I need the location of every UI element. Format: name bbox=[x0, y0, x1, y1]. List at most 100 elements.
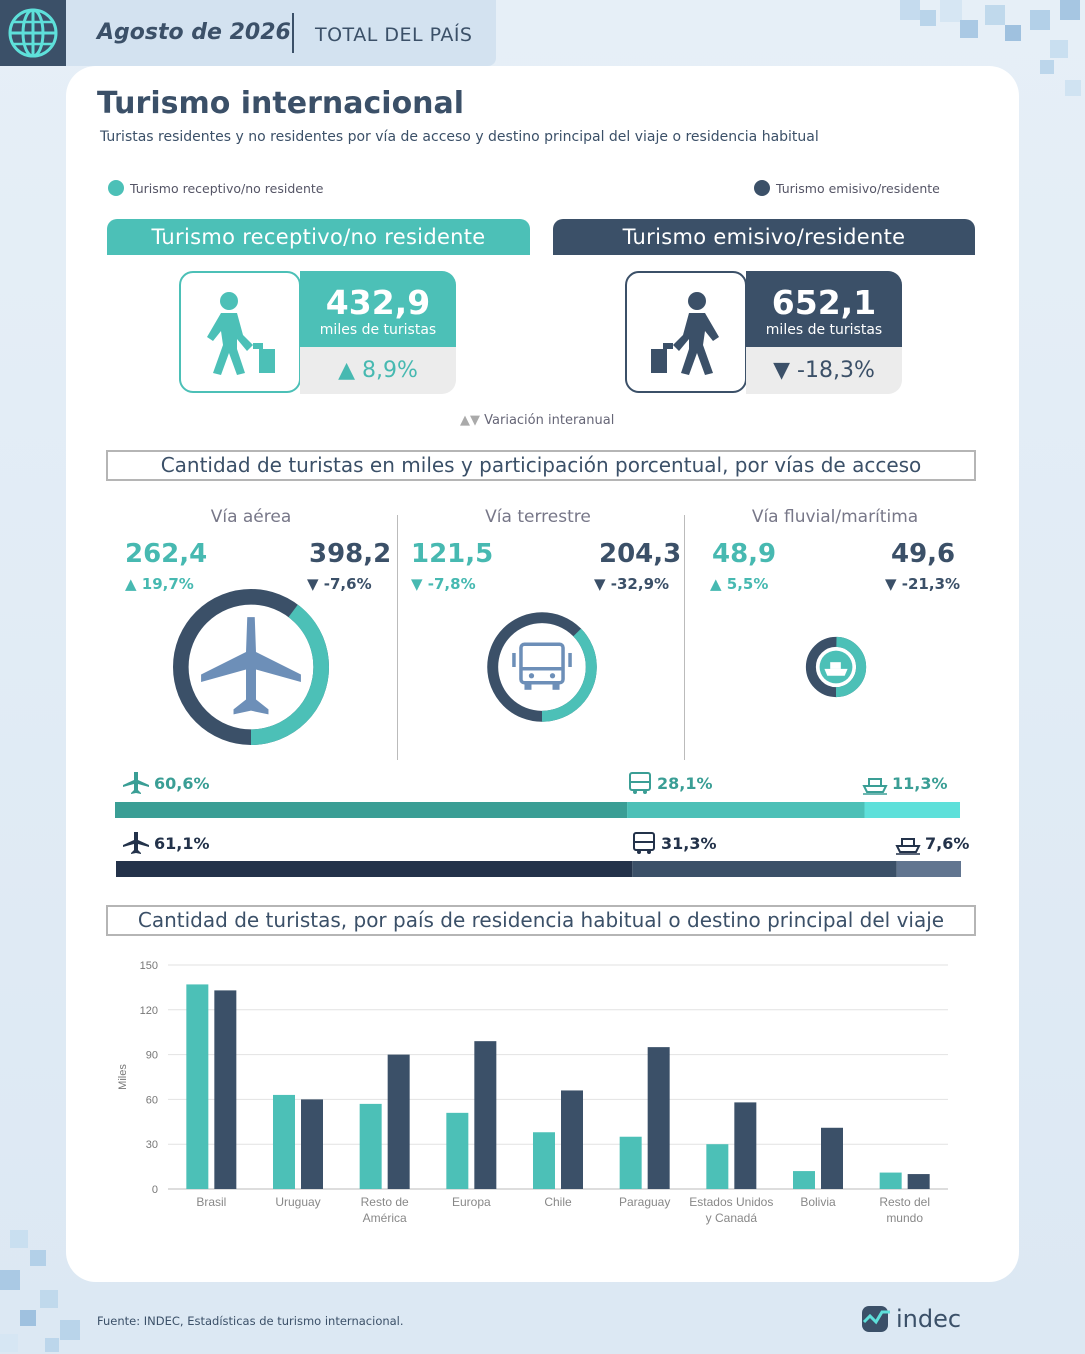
ship-icon bbox=[819, 650, 853, 684]
y-tick-label: 150 bbox=[140, 960, 158, 972]
bar-receptivo bbox=[186, 984, 209, 1189]
aerea-emisivo-change: ▼ -7,6% bbox=[307, 575, 372, 593]
section-title-paises: Cantidad de turistas, por país de reside… bbox=[106, 905, 976, 936]
section-title-vias: Cantidad de turistas en miles y particip… bbox=[106, 450, 976, 481]
indec-logo: indec bbox=[860, 1304, 961, 1334]
share-bar-segment bbox=[632, 861, 897, 877]
y-tick-label: 90 bbox=[146, 1050, 158, 1062]
bar-receptivo bbox=[446, 1112, 469, 1189]
x-tick-label: y Canadá bbox=[706, 1211, 758, 1225]
change-emisivo: -18,3% bbox=[797, 358, 875, 383]
pixel-square bbox=[900, 0, 920, 20]
share-emisivo-aerea-label: 61,1% bbox=[122, 831, 210, 855]
share-emisivo-terrestre-text: 31,3% bbox=[661, 833, 717, 853]
x-tick-label: América bbox=[363, 1211, 407, 1225]
traveler-departing-icon bbox=[651, 292, 719, 375]
globe-badge bbox=[0, 0, 66, 66]
pixel-square bbox=[10, 1230, 28, 1248]
fluvial-receptivo-change: ▲ 5,5% bbox=[710, 575, 769, 593]
y-tick-label: 30 bbox=[146, 1139, 158, 1151]
pixel-square bbox=[0, 1270, 20, 1290]
banner-emisivo: Turismo emisivo/residente bbox=[553, 219, 975, 255]
pixel-square bbox=[20, 1310, 36, 1326]
pixel-square bbox=[985, 5, 1005, 25]
pixel-square bbox=[40, 1290, 58, 1308]
bar-emisivo bbox=[301, 1099, 323, 1189]
terrestre-receptivo-value: 121,5 bbox=[411, 539, 494, 569]
bar-receptivo bbox=[706, 1144, 729, 1189]
source-footer: Fuente: INDEC, Estadísticas de turismo i… bbox=[97, 1314, 404, 1328]
share-receptivo-fluvial-text: 11,3% bbox=[892, 773, 948, 793]
indec-logo-icon bbox=[862, 1306, 890, 1332]
traveler-arriving-icon bbox=[207, 292, 275, 375]
share-receptivo-aerea-label: 60,6% bbox=[122, 771, 210, 795]
bar-emisivo bbox=[647, 1047, 670, 1189]
bar-emisivo bbox=[821, 1127, 843, 1189]
x-tick-label: Resto de bbox=[361, 1195, 409, 1209]
donut-segment-receptivo bbox=[805, 636, 867, 698]
share-bar-segment bbox=[864, 802, 960, 818]
legend-label-emisivo: Turismo emisivo/residente bbox=[776, 180, 940, 196]
change-receptivo: 8,9% bbox=[362, 358, 418, 383]
fluvial-emisivo-change-text: -21,3% bbox=[901, 575, 961, 593]
legend-dot-navy bbox=[754, 180, 770, 196]
page-title: Turismo internacional bbox=[97, 86, 465, 121]
report-date: Agosto de 2026 bbox=[97, 20, 291, 45]
plane-icon bbox=[201, 617, 301, 715]
terrestre-receptivo-change: ▼ -7,8% bbox=[411, 575, 476, 593]
column-divider bbox=[397, 515, 398, 760]
share-emisivo-terrestre-label: 31,3% bbox=[631, 831, 717, 855]
pixel-square bbox=[1030, 10, 1050, 30]
pixel-square bbox=[960, 20, 978, 38]
pixel-square bbox=[1040, 60, 1054, 74]
bar-emisivo bbox=[214, 990, 237, 1189]
bar-emisivo bbox=[734, 1102, 757, 1189]
banner-receptivo: Turismo receptivo/no residente bbox=[107, 219, 530, 255]
share-emisivo-aerea-text: 61,1% bbox=[154, 833, 210, 853]
bar-emisivo bbox=[474, 1041, 497, 1189]
variation-note-label: Variación interanual bbox=[484, 413, 615, 428]
bus-icon bbox=[629, 772, 651, 794]
change-box-emisivo: ▼ -18,3% bbox=[746, 347, 902, 394]
fluvial-receptivo-change-text: 5,5% bbox=[726, 575, 769, 593]
x-tick-label: mundo bbox=[886, 1211, 923, 1225]
ship-icon bbox=[862, 778, 888, 795]
bar-receptivo bbox=[619, 1136, 642, 1189]
share-bar-receptivo bbox=[115, 802, 960, 818]
plane-icon bbox=[123, 832, 149, 854]
share-receptivo-terrestre-label: 28,1% bbox=[627, 771, 713, 795]
aerea-receptivo-change-text: 19,7% bbox=[141, 575, 194, 593]
share-bar-segment bbox=[116, 861, 633, 877]
x-tick-label: Europa bbox=[452, 1195, 491, 1209]
ship-icon bbox=[895, 838, 921, 855]
legend-label-receptivo: Turismo receptivo/no residente bbox=[130, 180, 324, 196]
fluvial-emisivo-value: 49,6 bbox=[891, 539, 956, 569]
x-tick-label: Paraguay bbox=[619, 1195, 670, 1209]
up-down-triangles-icon: ▲▼ bbox=[460, 413, 480, 428]
share-emisivo-fluvial-text: 7,6% bbox=[925, 833, 970, 853]
country-bar-chart: 0 30 60 90 120 150 Miles Brasil Uruguay Resto de A… bbox=[117, 960, 948, 1225]
donut-segment-receptivo bbox=[487, 612, 597, 722]
aerea-receptivo-change: ▲ 19,7% bbox=[125, 575, 194, 593]
pixel-square bbox=[1060, 0, 1080, 20]
header-divider bbox=[292, 13, 294, 53]
unit-receptivo: miles de turistas bbox=[319, 322, 437, 338]
pixel-square bbox=[1005, 25, 1021, 41]
legend-dot-teal bbox=[108, 180, 124, 196]
legend-emisivo: Turismo emisivo/residente bbox=[754, 180, 940, 196]
donut-segment-receptivo bbox=[173, 589, 329, 745]
value-receptivo: 432,9 bbox=[325, 283, 431, 322]
fluvial-receptivo-value: 48,9 bbox=[712, 539, 777, 569]
y-tick-label: 60 bbox=[146, 1094, 158, 1106]
pixel-square bbox=[60, 1320, 80, 1340]
column-divider bbox=[684, 515, 685, 760]
bar-receptivo bbox=[533, 1132, 555, 1189]
share-emisivo-fluvial-label: 7,6% bbox=[895, 831, 969, 855]
bus-icon bbox=[633, 832, 655, 854]
donut-charts bbox=[173, 589, 867, 745]
via-title-aerea: Vía aérea bbox=[210, 507, 292, 527]
y-tick-label: 120 bbox=[140, 1005, 158, 1017]
page-subtitle: Turistas residentes y no residentes por … bbox=[100, 129, 819, 145]
pixel-square bbox=[30, 1250, 46, 1266]
traveler-box-receptivo bbox=[179, 271, 301, 393]
